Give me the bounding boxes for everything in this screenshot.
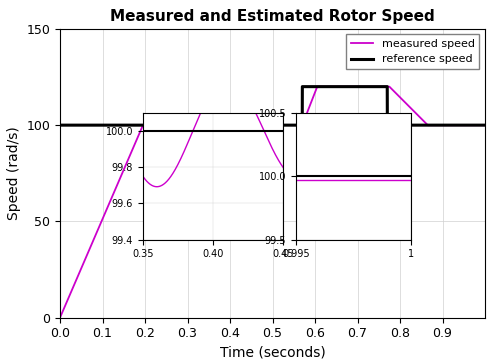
measured speed — [74, 275, 80, 279]
Y-axis label: Speed (rad/s): Speed (rad/s) — [7, 126, 21, 220]
reference speed — [300, 84, 306, 89]
reference speed — [140, 123, 146, 127]
measured speed — [57, 316, 63, 320]
reference speed — [59, 123, 65, 127]
measured speed — [59, 311, 65, 316]
reference speed — [57, 123, 63, 127]
Legend: measured speed, reference speed: measured speed, reference speed — [346, 34, 480, 69]
measured speed — [140, 123, 146, 127]
X-axis label: Time (seconds): Time (seconds) — [220, 346, 326, 360]
reference speed — [482, 123, 488, 127]
Line: measured speed: measured speed — [60, 87, 485, 318]
measured speed — [82, 256, 88, 261]
reference speed — [460, 123, 466, 127]
measured speed — [482, 123, 488, 127]
Line: reference speed: reference speed — [60, 87, 485, 125]
reference speed — [74, 123, 80, 127]
measured speed — [460, 123, 466, 127]
reference speed — [265, 123, 271, 127]
Title: Measured and Estimated Rotor Speed: Measured and Estimated Rotor Speed — [110, 9, 435, 23]
reference speed — [82, 123, 88, 127]
measured speed — [265, 123, 271, 127]
measured speed — [316, 84, 322, 89]
